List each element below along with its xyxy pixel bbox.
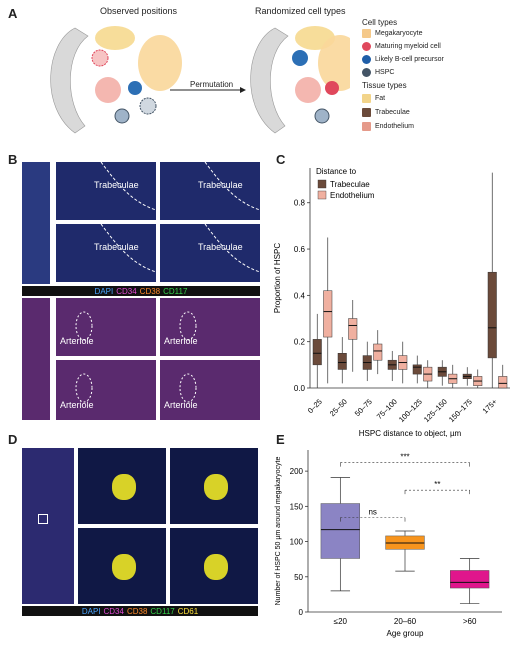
legend-trabeculae: Trabeculae — [362, 108, 410, 117]
d-tile-4 — [170, 528, 258, 604]
b-tile-2: Trabeculae — [160, 162, 260, 220]
hspc-swatch — [362, 68, 371, 77]
e-x-tick-label: >60 — [463, 617, 477, 626]
b-overview-bottom — [22, 298, 50, 420]
c-y-tick-label: 0.4 — [294, 291, 306, 300]
fat-swatch — [362, 94, 371, 103]
c-y-tick-label: 0.0 — [294, 384, 306, 393]
myeloid-swatch — [362, 42, 371, 51]
e-x-tick-label: 20–60 — [394, 617, 417, 626]
c-box-trabeculae — [487, 271, 497, 359]
panel-letter-a: A — [8, 6, 18, 21]
megakaryocyte-swatch — [362, 29, 371, 38]
permutation-schematic — [50, 26, 350, 134]
c-legend-label: Trabeculae — [330, 180, 370, 189]
e-y-tick-label: 100 — [290, 538, 304, 547]
chart-e: 0 50 100 150 200 Number of HSPC 50 µm around … — [275, 450, 502, 638]
b-channel-bar: DAPI CD34 CD38 CD117 — [22, 286, 260, 296]
panel-letter-e: E — [276, 432, 285, 447]
randomized-title: Randomized cell types — [255, 6, 346, 16]
c-x-tick-label: 0–25 — [306, 397, 324, 415]
e-box — [450, 570, 490, 589]
c-y-tick-label: 0.2 — [294, 338, 306, 347]
e-box — [320, 503, 360, 559]
cell-types-title: Cell types — [362, 18, 398, 27]
c-legend-swatch — [317, 190, 327, 200]
d-tile-1 — [78, 448, 166, 524]
permutation-label: Permutation — [190, 80, 234, 89]
c-box-endothelium — [498, 376, 508, 389]
c-x-tick-label: 50–75 — [353, 397, 374, 418]
b-overview-top — [22, 162, 50, 284]
c-x-tick-label: 175+ — [481, 397, 500, 416]
d-channel-bar: DAPI CD34 CD38 CD117 CD61 — [22, 606, 258, 616]
panel-letter-b: B — [8, 152, 18, 167]
c-y-tick-label: 0.8 — [294, 199, 306, 208]
d-tile-3 — [78, 528, 166, 604]
b-tile-8: Arteriole — [160, 360, 260, 420]
e-significance-label: *** — [400, 453, 409, 462]
endothelium-swatch — [362, 122, 371, 131]
c-x-tick-label: 25–50 — [328, 397, 349, 418]
c-box-trabeculae — [412, 364, 422, 375]
b-tile-4: Trabeculae — [160, 224, 260, 282]
e-y-tick-label: 0 — [299, 608, 304, 617]
c-box-endothelium — [373, 343, 383, 361]
c-legend-title: Distance to — [316, 167, 357, 176]
bcell-swatch — [362, 55, 371, 64]
e-y-label: Number of HSPC 50 µm around megakaryocyt… — [275, 457, 282, 606]
b-tile-5: Arteriole — [56, 298, 156, 356]
c-box-trabeculae — [337, 353, 347, 370]
legend-endothelium: Endothelium — [362, 122, 414, 131]
panel-letter-c: C — [276, 152, 286, 167]
c-x-tick-label: 75–100 — [375, 397, 399, 421]
e-y-tick-label: 150 — [290, 502, 304, 511]
e-y-tick-label: 50 — [294, 573, 303, 582]
b-tile-7: Arteriole — [56, 360, 156, 420]
c-x-tick-label: 125–150 — [422, 397, 449, 424]
trabeculae-swatch — [362, 108, 371, 117]
c-y-tick-label: 0.6 — [294, 245, 306, 254]
chart-c: 0.0 0.2 0.4 0.6 0.8 Proportion of HSPC 0–25 25–… — [273, 167, 510, 438]
e-x-label: Age group — [387, 629, 424, 638]
c-x-tick-label: 150–175 — [447, 397, 474, 424]
c-x-tick-label: 100–125 — [397, 397, 424, 424]
b-tile-6: Arteriole — [160, 298, 260, 356]
d-overview — [22, 448, 74, 604]
observed-title: Observed positions — [100, 6, 178, 16]
legend-a: Cell types Megakaryocyte Maturing myeloi… — [362, 18, 512, 148]
c-box-trabeculae — [312, 339, 322, 366]
c-legend-swatch — [317, 179, 327, 189]
e-significance-label: ** — [434, 480, 440, 489]
panel-letter-d: D — [8, 432, 18, 447]
b-tile-1: Trabeculae — [56, 162, 156, 220]
randomized-tissue — [250, 26, 350, 134]
legend-megakaryocyte: Megakaryocyte — [362, 29, 422, 38]
legend-hspc: HSPC — [362, 68, 394, 77]
tissue-types-title: Tissue types — [362, 81, 407, 90]
e-x-tick-label: ≤20 — [334, 617, 348, 626]
c-x-label: HSPC distance to object, µm — [359, 429, 462, 438]
c-legend-label: Endothelium — [330, 191, 375, 200]
d-tile-2 — [170, 448, 258, 524]
b-tile-3: Trabeculae — [56, 224, 156, 282]
c-box-endothelium — [323, 290, 333, 338]
legend-myeloid: Maturing myeloid cell — [362, 42, 441, 51]
legend-fat: Fat — [362, 94, 385, 103]
e-significance-label: ns — [368, 508, 376, 517]
e-y-tick-label: 200 — [290, 467, 304, 476]
c-y-label: Proportion of HSPC — [273, 243, 282, 313]
observed-tissue — [50, 26, 182, 134]
c-box-endothelium — [348, 318, 358, 340]
legend-bcell: Likely B-cell precursor — [362, 55, 444, 64]
